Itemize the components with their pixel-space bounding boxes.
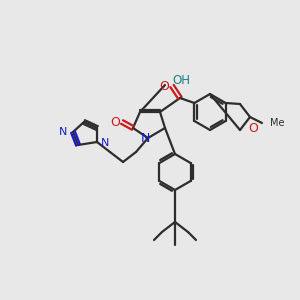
Text: N: N [58,127,67,137]
Text: O: O [159,80,169,92]
Text: N: N [101,138,110,148]
Text: O: O [110,116,120,128]
Text: O: O [248,122,258,134]
Text: Me: Me [270,118,284,128]
Text: N: N [140,133,150,146]
Text: OH: OH [172,74,190,88]
